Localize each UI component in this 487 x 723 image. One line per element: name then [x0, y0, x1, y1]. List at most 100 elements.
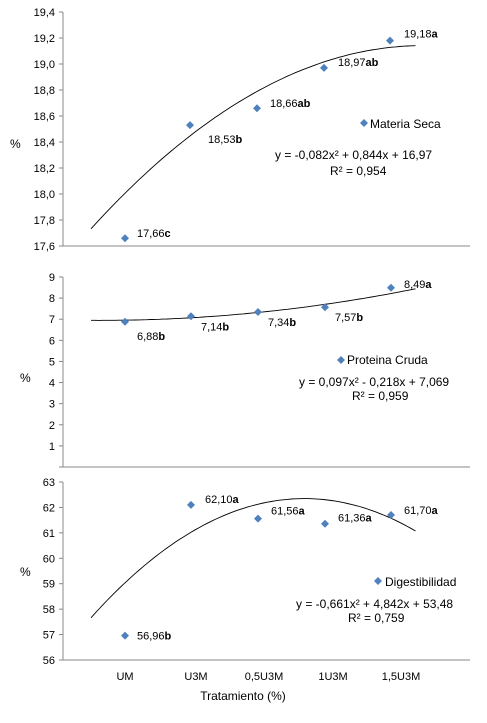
- y-tick-label: 4: [49, 378, 55, 390]
- trendline-equation: y = 0,097x² - 0,218x + 7,069: [299, 375, 449, 389]
- data-label-value: 8,49: [404, 279, 425, 291]
- y-tick-label: 3: [49, 399, 55, 411]
- y-axis-label: %: [20, 371, 31, 385]
- y-tick-label: 57: [43, 630, 55, 642]
- trendline: [91, 288, 416, 321]
- y-tick-label: 19,4: [34, 7, 55, 19]
- data-label-group: c: [165, 228, 171, 240]
- data-point: [254, 514, 262, 523]
- y-tick-label: 59: [43, 579, 55, 591]
- data-label: 7,57b: [335, 312, 363, 324]
- y-axis-label: %: [10, 137, 21, 151]
- trendline: [90, 45, 416, 230]
- trendline-r2: R² = 0,954: [330, 164, 387, 178]
- data-label-value: 61,36: [338, 513, 366, 525]
- data-label: 61,56a: [271, 506, 306, 518]
- data-label-group: a: [233, 494, 240, 506]
- x-tick-label: 0,5U3M: [245, 671, 284, 683]
- y-tick-label: 6: [49, 335, 55, 347]
- data-label: 6,88b: [137, 331, 165, 343]
- y-tick-label: 56: [43, 655, 55, 667]
- data-point: [253, 104, 261, 113]
- trendline: [90, 498, 416, 619]
- data-label-group: a: [432, 505, 439, 517]
- data-label-value: 61,56: [271, 506, 299, 518]
- data-label-group: a: [432, 29, 439, 41]
- data-label-value: 62,10: [205, 494, 233, 506]
- data-label-value: 7,34: [268, 317, 289, 329]
- data-label-group: b: [356, 312, 363, 324]
- data-label: 18,66ab: [270, 98, 311, 110]
- y-tick-label: 17,6: [34, 241, 55, 253]
- y-tick-label: 18,0: [34, 189, 55, 201]
- y-tick-label: 17,8: [34, 215, 55, 227]
- data-label: 18,97ab: [338, 57, 379, 69]
- trendline-equation: y = -0,082x² + 0,844x + 16,97: [275, 148, 432, 162]
- data-label-group: b: [289, 317, 296, 329]
- legend-label: Proteina Cruda: [347, 353, 428, 367]
- data-label-group: b: [165, 631, 172, 643]
- y-tick-label: 61: [43, 528, 55, 540]
- data-label-group: a: [299, 506, 306, 518]
- y-tick-label: 18,4: [34, 137, 55, 149]
- data-point: [386, 36, 394, 45]
- x-tick-label: 1U3M: [318, 671, 347, 683]
- data-point: [320, 63, 328, 72]
- data-label: 61,70a: [404, 505, 439, 517]
- data-label-group: b: [158, 331, 165, 343]
- data-label-group: b: [236, 134, 243, 146]
- data-label: 61,36a: [338, 513, 373, 525]
- trendline-r2: R² = 0,959: [352, 389, 409, 403]
- data-point: [321, 519, 329, 528]
- data-label-value: 18,53: [208, 134, 236, 146]
- data-label: 62,10a: [205, 494, 240, 506]
- x-tick-label: UM: [116, 671, 133, 683]
- legend-marker: [337, 356, 345, 364]
- x-tick-label: 1,5U3M: [382, 671, 421, 683]
- x-axis-title: Tratamiento (%): [200, 689, 286, 703]
- y-tick-label: 63: [43, 477, 55, 489]
- data-label-value: 61,70: [404, 505, 432, 517]
- data-point: [121, 317, 129, 326]
- data-label-group: b: [222, 321, 229, 333]
- x-tick-label: U3M: [184, 671, 207, 683]
- y-tick-label: 8: [49, 293, 55, 305]
- data-label-value: 7,14: [201, 321, 222, 333]
- y-tick-label: 9: [49, 272, 55, 284]
- data-point: [187, 500, 195, 509]
- data-label-value: 18,97: [338, 57, 366, 69]
- data-label: 56,96b: [137, 631, 172, 643]
- data-label-group: ab: [366, 57, 379, 69]
- panel-materia-seca: % 17,6 17,8 18,0 18,2 18,4 18,6 18,8 19,0 19,2 19…: [10, 7, 470, 253]
- data-label-group: a: [425, 279, 432, 291]
- y-tick-label: 60: [43, 553, 55, 565]
- data-label: 7,14b: [201, 321, 229, 333]
- y-tick-label: 58: [43, 604, 55, 616]
- y-tick-label: 18,2: [34, 163, 55, 175]
- data-point: [387, 511, 395, 520]
- data-label-group: a: [366, 513, 373, 525]
- data-label: 8,49a: [404, 279, 432, 291]
- data-label: 18,53b: [208, 134, 243, 146]
- y-tick-label: 1: [49, 441, 55, 453]
- y-tick-label: 18,8: [34, 85, 55, 97]
- y-tick-label: 62: [43, 502, 55, 514]
- trendline-equation: y = -0,661x² + 4,842x + 53,48: [296, 597, 453, 611]
- y-tick-label: 19,0: [34, 59, 55, 71]
- data-label: 19,18a: [404, 29, 439, 41]
- y-axis-label: %: [20, 565, 31, 579]
- data-label-value: 19,18: [404, 29, 432, 41]
- data-point: [121, 234, 129, 243]
- legend-label: Materia Seca: [370, 117, 441, 131]
- data-label-value: 18,66: [270, 98, 298, 110]
- data-label: 7,34b: [268, 317, 296, 329]
- data-point: [187, 312, 195, 321]
- data-label-value: 17,66: [137, 228, 165, 240]
- legend-label: Digestibilidad: [385, 575, 456, 589]
- y-tick-label: 7: [49, 314, 55, 326]
- data-label-group: ab: [298, 98, 311, 110]
- data-point: [121, 631, 129, 640]
